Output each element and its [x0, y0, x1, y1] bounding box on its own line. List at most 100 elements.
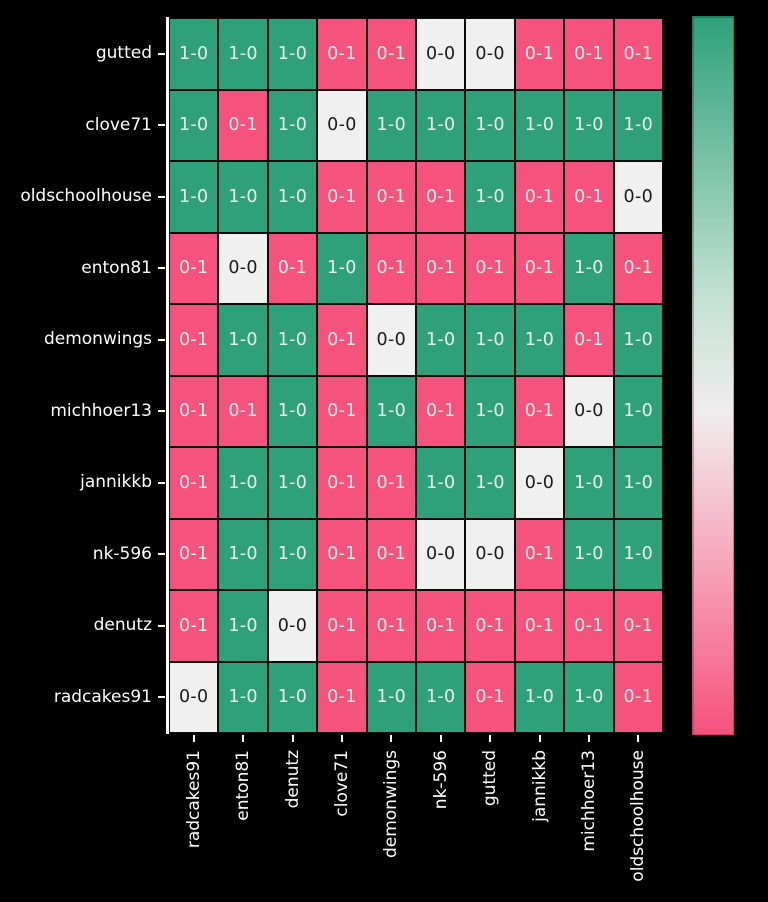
- heatmap-grid: 1-0 1-0 1-0 0-1 0-1 0-0 0-0 0-1 0-1 0-1 1-0 0-1 1-0 0…: [169, 18, 663, 733]
- heatmap-cell: 1-0: [267, 518, 318, 590]
- heatmap-cell: 1-0: [317, 232, 367, 304]
- x-axis-label: jannikkb: [529, 750, 550, 822]
- x-axis-tick: [291, 735, 294, 742]
- x-axis-tick: [587, 735, 590, 742]
- heatmap-cell: 0-0: [564, 375, 614, 447]
- heatmap-cell: 1-0: [267, 18, 318, 90]
- heatmap-cell: 0-0: [613, 161, 663, 233]
- y-axis-tick: [158, 624, 165, 627]
- y-axis-tick: [158, 124, 165, 127]
- x-axis-label: michhoer13: [578, 750, 599, 852]
- heatmap-cell: 1-0: [267, 661, 318, 733]
- heatmap-cell: 1-0: [218, 304, 268, 376]
- heatmap-cell: 1-0: [169, 161, 219, 233]
- y-axis-label: gutted: [95, 43, 152, 63]
- heatmap-cell: 1-0: [613, 89, 663, 161]
- heatmap-cell: 1-0: [218, 447, 268, 519]
- heatmap-cell: 0-1: [564, 161, 614, 233]
- heatmap-cell: 1-0: [564, 232, 614, 304]
- x-axis-tick: [242, 735, 245, 742]
- colorbar: [692, 16, 734, 735]
- heatmap-cell: 0-1: [169, 447, 219, 519]
- y-axis-label: oldschoolhouse: [20, 186, 152, 206]
- heatmap-cell: 0-0: [416, 18, 466, 90]
- x-axis-tick: [340, 735, 343, 742]
- heatmap-cell: 0-0: [218, 232, 268, 304]
- heatmap-cell: 0-1: [514, 161, 565, 233]
- heatmap-cell: 0-1: [218, 89, 268, 161]
- x-axis-tick: [637, 735, 640, 742]
- heatmap-cell: 1-0: [465, 375, 515, 447]
- heatmap-cell: 0-1: [514, 375, 565, 447]
- heatmap-cell: 0-1: [317, 447, 367, 519]
- heatmap-cell: 0-1: [366, 18, 416, 90]
- heatmap-cell: 0-1: [366, 447, 416, 519]
- y-axis-tick: [158, 338, 165, 341]
- heatmap-cell: 1-0: [564, 89, 614, 161]
- heatmap-cell: 1-0: [514, 89, 565, 161]
- y-axis-tick: [158, 410, 165, 413]
- heatmap-cell: 1-0: [564, 447, 614, 519]
- heatmap-cell: 1-0: [267, 375, 318, 447]
- x-axis-label: oldschoolhouse: [628, 750, 649, 882]
- heatmap-cell: 0-1: [169, 590, 219, 662]
- heatmap-cell: 1-0: [218, 161, 268, 233]
- heatmap-cell: 0-1: [366, 232, 416, 304]
- y-axis-tick: [158, 553, 165, 556]
- heatmap-cell: 0-1: [317, 518, 367, 590]
- heatmap-cell: 0-1: [169, 304, 219, 376]
- y-axis-label: michhoer13: [50, 400, 152, 421]
- x-axis-label: denutz: [282, 750, 303, 809]
- x-axis-label: demonwings: [381, 750, 402, 859]
- heatmap-cell: 0-1: [169, 518, 219, 590]
- x-axis-tick: [439, 735, 442, 742]
- heatmap-cell: 1-0: [267, 89, 318, 161]
- heatmap-cell: 1-0: [613, 518, 663, 590]
- y-axis-tick: [158, 52, 165, 55]
- y-axis-label: jannikkb: [80, 472, 152, 492]
- heatmap-cell: 0-1: [564, 590, 614, 662]
- y-axis-tick: [158, 267, 165, 270]
- heatmap-cell: 1-0: [514, 661, 565, 733]
- heatmap-cell: 0-1: [514, 232, 565, 304]
- heatmap-cell: 1-0: [613, 304, 663, 376]
- heatmap-cell: 1-0: [218, 518, 268, 590]
- heatmap-cell: 0-1: [267, 232, 318, 304]
- heatmap-cell: 1-0: [465, 304, 515, 376]
- heatmap-cell: 0-1: [416, 232, 466, 304]
- heatmap-cell: 0-1: [564, 18, 614, 90]
- y-axis-label: clove71: [85, 114, 152, 135]
- heatmap-cell: 0-1: [613, 232, 663, 304]
- x-axis-tick: [489, 735, 492, 742]
- heatmap-cell: 1-0: [267, 304, 318, 376]
- heatmap-cell: 0-1: [169, 375, 219, 447]
- y-axis-tick: [158, 195, 165, 198]
- heatmap-cell: 0-1: [613, 590, 663, 662]
- x-axis-tick: [390, 735, 393, 742]
- heatmap-cell: 0-1: [317, 18, 367, 90]
- heatmap-cell: 0-1: [465, 590, 515, 662]
- heatmap-cell: 0-1: [169, 232, 219, 304]
- x-axis-label: radcakes91: [183, 750, 204, 849]
- heatmap-cell: 0-1: [317, 375, 367, 447]
- heatmap-cell: 0-1: [317, 161, 367, 233]
- heatmap-cell: 1-0: [613, 375, 663, 447]
- heatmap-cell: 1-0: [218, 661, 268, 733]
- heatmap-cell: 0-1: [514, 18, 565, 90]
- heatmap-cell: 0-1: [366, 590, 416, 662]
- heatmap-cell: 1-0: [366, 89, 416, 161]
- heatmap-cell: 1-0: [465, 161, 515, 233]
- heatmap-cell: 1-0: [218, 590, 268, 662]
- x-axis-label: nk-596: [430, 750, 451, 810]
- heatmap-cell: 0-1: [416, 375, 466, 447]
- y-axis-label: nk-596: [92, 543, 152, 564]
- x-axis-tick: [192, 735, 195, 742]
- y-axis-label: enton81: [81, 257, 152, 278]
- heatmap-cell: 1-0: [218, 18, 268, 90]
- y-axis-tick: [158, 481, 165, 484]
- heatmap-cell: 0-1: [514, 518, 565, 590]
- y-axis-label: radcakes91: [53, 686, 152, 707]
- heatmap-cell: 1-0: [416, 447, 466, 519]
- colorbar-gradient: [693, 17, 733, 734]
